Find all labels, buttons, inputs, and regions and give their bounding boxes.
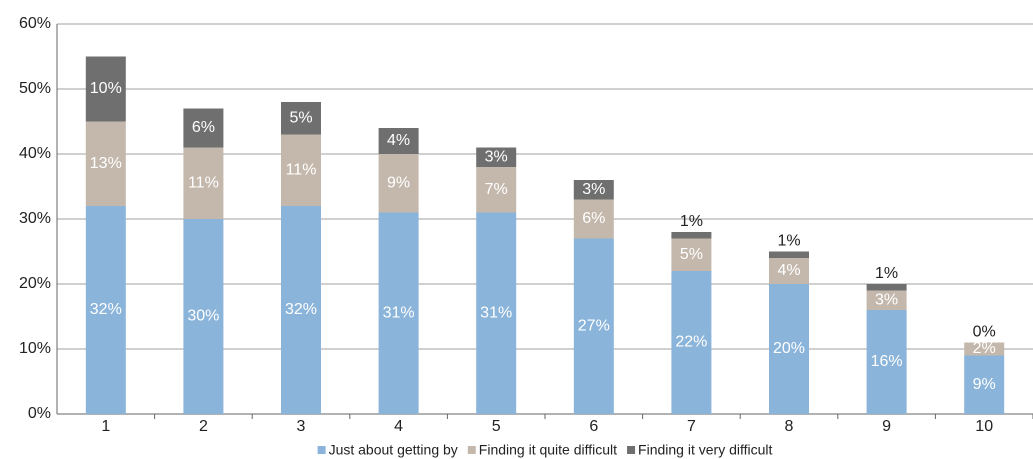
value-label: 5% bbox=[680, 246, 703, 263]
y-tick-label: 10% bbox=[19, 340, 51, 357]
legend-swatch bbox=[467, 446, 476, 454]
y-tick-label: 0% bbox=[28, 405, 51, 422]
y-tick-label: 20% bbox=[19, 275, 51, 292]
bar-segment bbox=[964, 342, 1005, 356]
value-label: 11% bbox=[188, 174, 219, 191]
bar-segment bbox=[183, 147, 224, 219]
bar-segment bbox=[573, 180, 614, 200]
legend-label: Finding it quite difficult bbox=[479, 442, 617, 458]
bar-segment bbox=[769, 258, 809, 284]
bar-segment bbox=[281, 134, 321, 206]
x-tick-label: 3 bbox=[297, 418, 306, 435]
value-label: 11% bbox=[286, 161, 317, 178]
value-label: 1% bbox=[777, 233, 800, 250]
bar-segment bbox=[476, 167, 517, 213]
value-label: 0% bbox=[973, 324, 996, 341]
y-tick-label: 30% bbox=[19, 210, 51, 227]
bar-segment bbox=[378, 154, 419, 213]
bar-segment bbox=[866, 310, 907, 414]
value-label: 9% bbox=[973, 376, 996, 393]
x-tick-label: 1 bbox=[101, 418, 110, 435]
x-tick-label: 9 bbox=[882, 418, 891, 435]
bar-segment bbox=[769, 284, 809, 414]
legend-swatch bbox=[317, 446, 326, 454]
x-tick-label: 5 bbox=[492, 418, 501, 435]
bar-segment bbox=[671, 238, 712, 271]
value-label: 4% bbox=[387, 132, 410, 149]
value-label: 20% bbox=[773, 340, 805, 357]
y-tick-label: 50% bbox=[19, 80, 51, 97]
bar-segment bbox=[281, 102, 321, 135]
x-tick-label: 4 bbox=[394, 418, 403, 435]
bar-segment bbox=[866, 284, 907, 291]
bar-segment bbox=[866, 290, 907, 310]
value-label: 9% bbox=[387, 174, 410, 191]
value-label: 1% bbox=[875, 265, 898, 282]
bar-segment bbox=[573, 199, 614, 239]
value-label: 7% bbox=[485, 181, 508, 198]
value-label: 30% bbox=[187, 308, 219, 325]
bar-segment bbox=[964, 355, 1005, 414]
bar-segment bbox=[281, 206, 321, 414]
x-tick-label: 7 bbox=[687, 418, 696, 435]
value-label: 32% bbox=[285, 301, 317, 318]
x-tick-label: 6 bbox=[589, 418, 598, 435]
x-tick-label: 2 bbox=[199, 418, 208, 435]
legend-label: Finding it very difficult bbox=[638, 442, 772, 458]
bar-segment bbox=[671, 271, 712, 414]
bar-segment bbox=[183, 108, 224, 148]
bar-segment bbox=[85, 206, 126, 414]
value-label: 10% bbox=[90, 80, 122, 97]
value-label: 1% bbox=[680, 213, 703, 230]
y-tick-label: 60% bbox=[19, 15, 51, 32]
bar-segment bbox=[378, 212, 419, 414]
bar-segment bbox=[183, 219, 224, 414]
legend-label: Just about getting by bbox=[329, 442, 458, 458]
legend-swatch bbox=[627, 446, 636, 454]
value-label: 6% bbox=[192, 119, 215, 136]
value-label: 3% bbox=[582, 181, 605, 198]
value-label: 31% bbox=[480, 304, 512, 321]
value-label: 3% bbox=[875, 291, 898, 308]
value-label: 32% bbox=[90, 301, 122, 318]
bar-segment bbox=[476, 212, 517, 414]
bar-segment bbox=[85, 121, 126, 206]
value-label: 6% bbox=[582, 210, 605, 227]
value-label: 22% bbox=[675, 334, 707, 351]
bar-segment bbox=[85, 56, 126, 122]
value-label: 27% bbox=[578, 317, 610, 334]
x-tick-label: 10 bbox=[975, 418, 993, 435]
value-label: 2% bbox=[973, 340, 996, 357]
y-tick-label: 40% bbox=[19, 145, 51, 162]
value-label: 5% bbox=[289, 109, 312, 126]
value-label: 16% bbox=[871, 353, 903, 370]
bar-segment bbox=[378, 128, 419, 154]
bar-segment bbox=[476, 147, 517, 167]
value-label: 4% bbox=[777, 262, 800, 279]
x-tick-label: 8 bbox=[785, 418, 794, 435]
value-label: 3% bbox=[485, 148, 508, 165]
value-label: 31% bbox=[383, 304, 415, 321]
bar-segment bbox=[769, 251, 809, 258]
value-label: 13% bbox=[90, 155, 122, 172]
bar-segment bbox=[573, 238, 614, 414]
bar-segment bbox=[671, 232, 712, 239]
